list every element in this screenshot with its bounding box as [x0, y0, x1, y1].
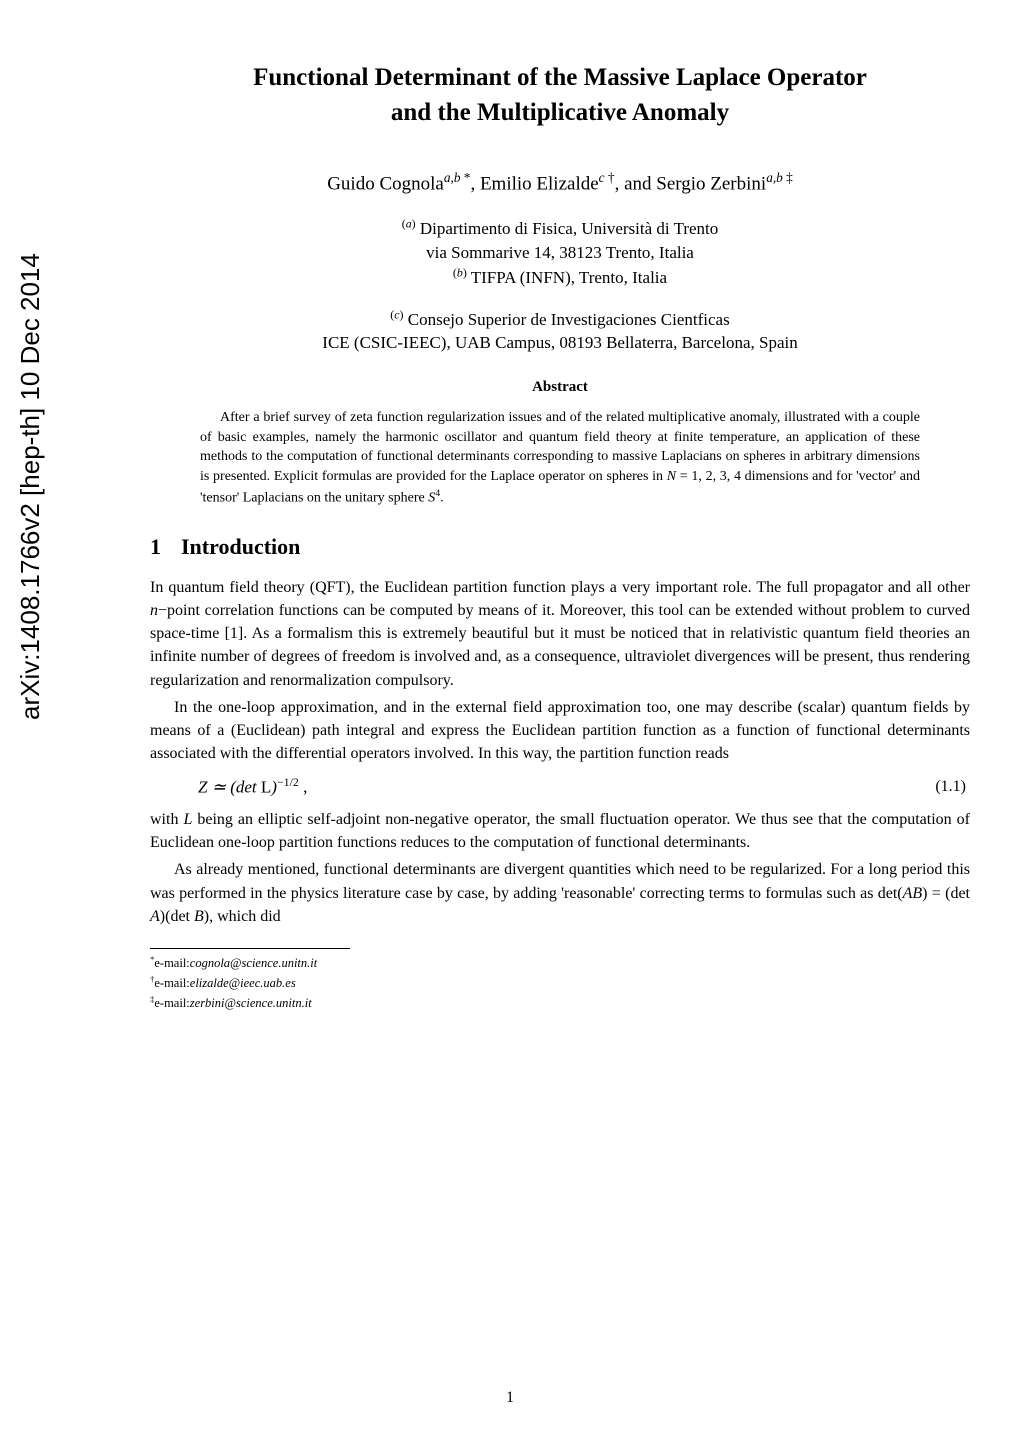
equation-expr: Z ≃ (det L)−1/2 , [198, 775, 307, 798]
footnote-1-label: e-mail: [154, 956, 189, 970]
paper-title: Functional Determinant of the Massive La… [150, 60, 970, 130]
footnote-2: †e-mail:elizalde@ieec.uab.es [164, 973, 970, 993]
section-heading: 1 Introduction [150, 534, 970, 560]
affil-c-line2: ICE (CSIC-IEEC), UAB Campus, 08193 Bella… [322, 333, 797, 352]
paragraph-1: In quantum field theory (QFT), the Eucli… [150, 576, 970, 692]
paragraph-2: In the one-loop approximation, and in th… [150, 696, 970, 766]
title-line1: Functional Determinant of the Massive La… [253, 64, 867, 91]
affil-a: (a) Dipartimento di Fisica, Università d… [402, 219, 719, 238]
affil-b: (b) TIFPA (INFN), Trento, Italia [453, 268, 667, 287]
authors: Guido Cognolaa,b *, Emilio Elizaldec †, … [150, 170, 970, 195]
title-line2: and the Multiplicative Anomaly [391, 99, 729, 126]
footnote-rule [150, 948, 350, 949]
page-number: 1 [0, 1389, 1020, 1407]
affiliation-c: (c) Consejo Superior de Investigaciones … [150, 306, 970, 355]
equation-1-1: Z ≃ (det L)−1/2 , (1.1) [198, 775, 970, 798]
footnote-3: ‡e-mail:zerbini@science.unitn.it [164, 993, 970, 1013]
footnote-1: *e-mail:cognola@science.unitn.it [164, 953, 970, 973]
abstract-text: After a brief survey of zeta function re… [200, 408, 920, 508]
paper-content: Functional Determinant of the Massive La… [150, 60, 970, 1013]
footnote-3-label: e-mail: [154, 996, 189, 1010]
paragraph-4: As already mentioned, functional determi… [150, 858, 970, 928]
affiliation-a-b: (a) Dipartimento di Fisica, Università d… [150, 215, 970, 290]
affil-a-address: via Sommarive 14, 38123 Trento, Italia [426, 243, 694, 262]
arxiv-identifier: arXiv:1408.1766v2 [hep-th] 10 Dec 2014 [15, 253, 46, 720]
affil-c-line1: (c) Consejo Superior de Investigaciones … [390, 310, 729, 329]
footnote-3-email: zerbini@science.unitn.it [190, 996, 312, 1010]
equation-number: (1.1) [935, 778, 970, 796]
footnote-1-email: cognola@science.unitn.it [190, 956, 317, 970]
section-number: 1 [150, 534, 161, 560]
footnote-2-label: e-mail: [154, 976, 189, 990]
paragraph-3: with L being an elliptic self-adjoint no… [150, 808, 970, 854]
abstract-heading: Abstract [150, 379, 970, 396]
section-title: Introduction [181, 534, 300, 559]
footnote-2-email: elizalde@ieec.uab.es [190, 976, 296, 990]
